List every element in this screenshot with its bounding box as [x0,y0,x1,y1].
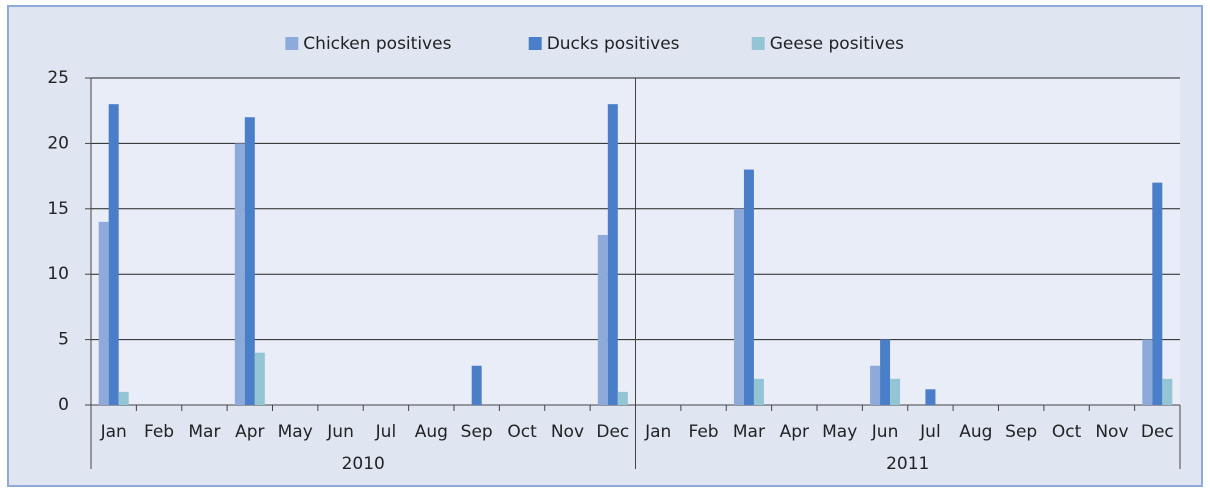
group-label: 2010 [342,454,385,474]
y-tick-label: 5 [58,330,69,350]
x-tick-label: Jun [326,422,354,442]
y-tick-label: 10 [47,264,69,284]
y-tick-label: 20 [47,133,69,153]
bar [244,117,255,406]
bar [234,143,245,405]
x-tick-label: Aug [415,422,448,442]
bar [1162,378,1173,405]
x-tick-label: Mar [188,422,220,442]
bar [880,339,891,405]
y-tick-label: 15 [47,199,69,219]
legend-swatch [285,37,299,50]
x-tick-label: Nov [1095,422,1128,442]
x-tick-label: Nov [551,422,584,442]
x-tick-label: Feb [144,422,174,442]
legend-swatch [751,37,765,50]
bar [870,365,881,405]
x-tick-label: Sep [1005,422,1037,442]
legend-label: Geese positives [770,34,904,54]
x-tick-label: Jul [919,422,941,442]
x-tick-label: Feb [689,422,719,442]
x-tick-label: Aug [959,422,992,442]
bar [254,352,265,405]
bar [471,365,482,405]
x-tick-label: Oct [507,422,537,442]
legend-swatch [528,37,542,50]
bar [1152,182,1163,405]
x-tick-label: Jun [871,422,899,442]
y-tick-label: 25 [47,68,69,88]
x-tick-label: Apr [780,422,809,442]
x-tick-label: Oct [1052,422,1082,442]
bar [743,169,754,405]
x-tick-label: Jul [375,422,397,442]
bar [890,378,901,405]
x-tick-label: Mar [733,422,765,442]
x-tick-label: Sep [461,422,493,442]
bar [118,391,129,405]
x-tick-label: Jan [100,422,127,442]
x-tick-label: Jan [644,422,671,442]
legend-label: Chicken positives [303,34,451,54]
bar [607,104,618,405]
legend-label: Ducks positives [547,34,680,54]
bar [98,221,109,405]
x-tick-label: Apr [235,422,264,442]
y-tick-label: 0 [58,395,69,415]
bar [733,208,744,405]
x-tick-label: May [822,422,857,442]
x-tick-label: May [278,422,313,442]
x-tick-label: Dec [1141,422,1174,442]
bar [1142,339,1153,405]
bar [753,378,764,405]
bar [617,391,628,405]
x-tick-label: Dec [596,422,629,442]
bar [597,234,608,405]
bar [108,104,119,405]
bar [925,389,936,405]
group-label: 2011 [886,454,929,474]
